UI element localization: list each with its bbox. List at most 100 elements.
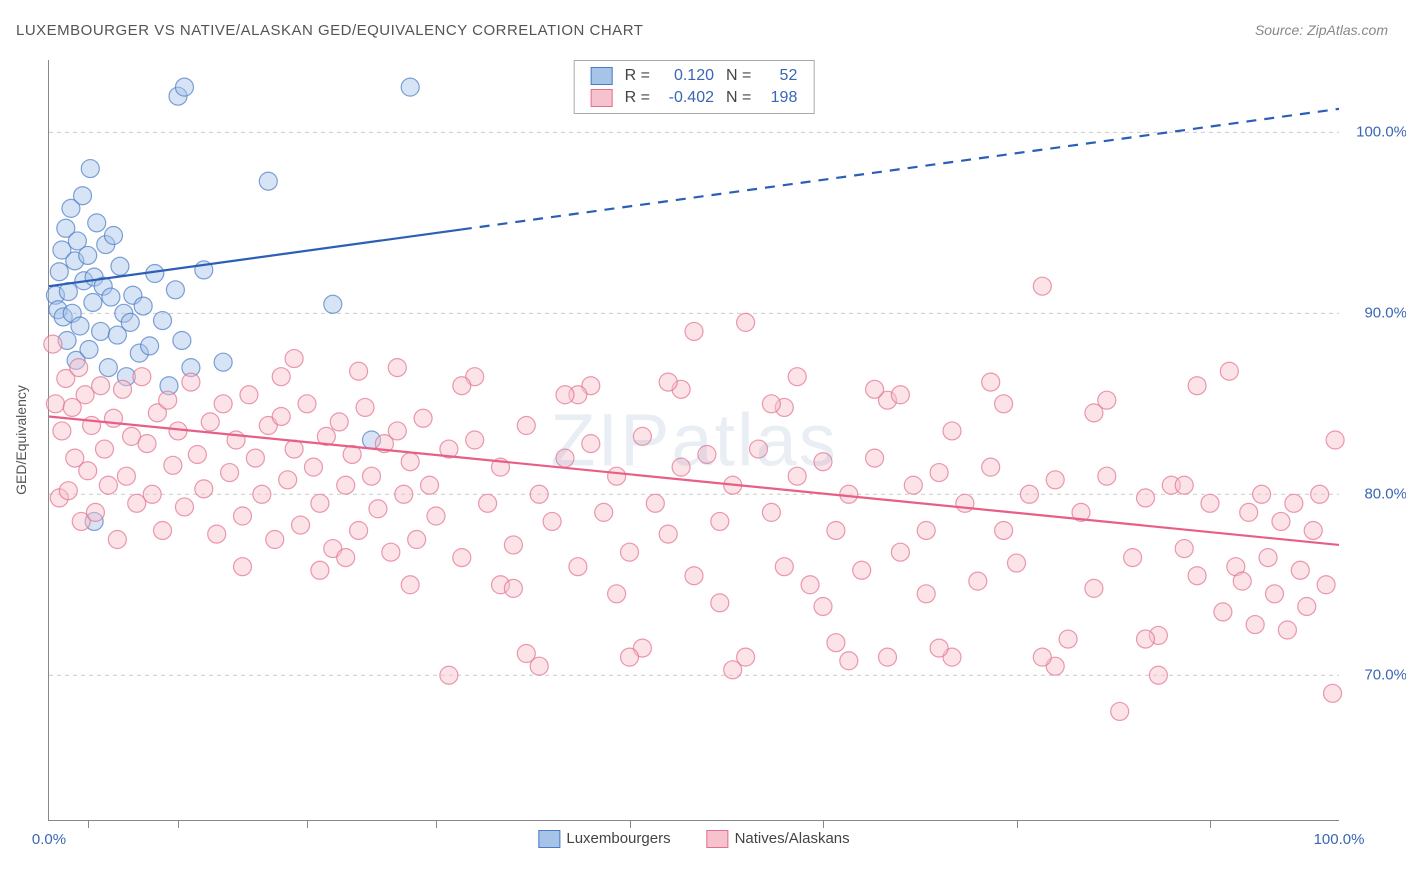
- scatter-point: [272, 407, 290, 425]
- scatter-point: [221, 464, 239, 482]
- scatter-point: [240, 386, 258, 404]
- scatter-point: [801, 576, 819, 594]
- scatter-point: [530, 485, 548, 503]
- scatter-point: [337, 476, 355, 494]
- scatter-point: [646, 494, 664, 512]
- scatter-point: [840, 485, 858, 503]
- scatter-point: [208, 525, 226, 543]
- scatter-point: [324, 295, 342, 313]
- chart-title: LUXEMBOURGER VS NATIVE/ALASKAN GED/EQUIV…: [16, 22, 643, 39]
- legend-item: Natives/Alaskans: [707, 830, 850, 848]
- scatter-point: [154, 312, 172, 330]
- scatter-point: [1033, 277, 1051, 295]
- scatter-point: [175, 78, 193, 96]
- scatter-point: [234, 558, 252, 576]
- scatter-point: [453, 377, 471, 395]
- scatter-point: [1298, 597, 1316, 615]
- scatter-point: [866, 449, 884, 467]
- y-tick-label: 90.0%: [1364, 305, 1406, 322]
- scatter-point: [214, 353, 232, 371]
- scatter-point: [253, 485, 271, 503]
- scatter-point: [995, 521, 1013, 539]
- scatter-point: [234, 507, 252, 525]
- chart-page: LUXEMBOURGER VS NATIVE/ALASKAN GED/EQUIV…: [0, 0, 1406, 892]
- scatter-point: [943, 422, 961, 440]
- scatter-point: [466, 431, 484, 449]
- scatter-point: [285, 350, 303, 368]
- trend-line-extrapolated: [462, 109, 1339, 230]
- scatter-point: [1278, 621, 1296, 639]
- scatter-point: [621, 543, 639, 561]
- scatter-point: [1137, 489, 1155, 507]
- scatter-point: [114, 380, 132, 398]
- scatter-point: [70, 359, 88, 377]
- scatter-point: [350, 521, 368, 539]
- scatter-point: [1020, 485, 1038, 503]
- trend-line: [49, 416, 1339, 544]
- scatter-point: [164, 456, 182, 474]
- scatter-point: [350, 362, 368, 380]
- scatter-point: [1220, 362, 1238, 380]
- stat-legend: R =0.120N =52R =-0.402N =198: [574, 60, 815, 114]
- scatter-point: [266, 531, 284, 549]
- source-label: Source: ZipAtlas.com: [1255, 22, 1388, 38]
- scatter-point: [1085, 579, 1103, 597]
- scatter-point: [930, 639, 948, 657]
- scatter-point: [166, 281, 184, 299]
- scatter-point: [175, 498, 193, 516]
- y-tick-label: 70.0%: [1364, 667, 1406, 684]
- x-tick-mark: [823, 820, 824, 828]
- scatter-point: [214, 395, 232, 413]
- scatter-point: [330, 413, 348, 431]
- scatter-point: [659, 525, 677, 543]
- scatter-point: [201, 413, 219, 431]
- scatter-point: [840, 652, 858, 670]
- scatter-point: [1188, 377, 1206, 395]
- scatter-point: [285, 440, 303, 458]
- scatter-point: [388, 359, 406, 377]
- scatter-point: [99, 359, 117, 377]
- r-value: 0.120: [656, 65, 720, 87]
- scatter-point: [388, 422, 406, 440]
- scatter-point: [298, 395, 316, 413]
- n-value: 198: [757, 87, 803, 109]
- scatter-point: [272, 368, 290, 386]
- scatter-point: [111, 257, 129, 275]
- scatter-point: [188, 445, 206, 463]
- scatter-point: [84, 293, 102, 311]
- scatter-point: [401, 453, 419, 471]
- scatter-point: [1285, 494, 1303, 512]
- scatter-point: [195, 480, 213, 498]
- x-tick-mark: [307, 820, 308, 828]
- scatter-point: [608, 585, 626, 603]
- scatter-point: [182, 373, 200, 391]
- x-tick-mark: [436, 820, 437, 828]
- y-tick-label: 80.0%: [1364, 486, 1406, 503]
- scatter-point: [74, 187, 92, 205]
- scatter-point: [659, 373, 677, 391]
- scatter-point: [1085, 404, 1103, 422]
- stat-legend-row: R =0.120N =52: [585, 65, 804, 87]
- scatter-point: [775, 558, 793, 576]
- scatter-point: [917, 585, 935, 603]
- scatter-point: [672, 458, 690, 476]
- scatter-point: [1317, 576, 1335, 594]
- scatter-point: [827, 521, 845, 539]
- scatter-point: [1046, 471, 1064, 489]
- scatter-point: [1098, 467, 1116, 485]
- scatter-point: [401, 78, 419, 96]
- scatter-point: [956, 494, 974, 512]
- scatter-point: [556, 386, 574, 404]
- scatter-point: [788, 368, 806, 386]
- scatter-point: [134, 297, 152, 315]
- scatter-point: [1272, 512, 1290, 530]
- series-legend: LuxembourgersNatives/Alaskans: [538, 830, 849, 848]
- x-tick-mark: [88, 820, 89, 828]
- scatter-point: [969, 572, 987, 590]
- scatter-point: [517, 417, 535, 435]
- scatter-point: [304, 458, 322, 476]
- scatter-point: [79, 246, 97, 264]
- scatter-point: [827, 634, 845, 652]
- scatter-point: [59, 482, 77, 500]
- scatter-point: [108, 531, 126, 549]
